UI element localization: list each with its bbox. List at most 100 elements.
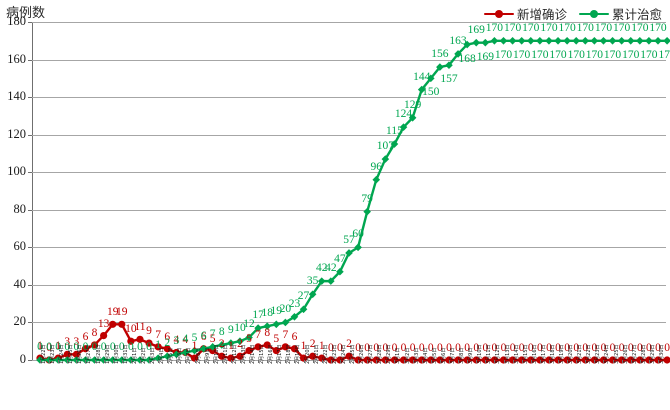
data-point[interactable] [63,350,71,358]
data-point[interactable] [608,36,617,45]
data-point[interactable] [617,36,626,45]
data-point[interactable] [308,290,317,299]
x-tick-label: 1月25日 [68,344,75,364]
legend-item-cumulative-recovered[interactable]: 累计治愈 [578,4,662,23]
data-label: 5 [191,331,198,344]
data-point[interactable] [154,343,162,351]
data-point[interactable] [545,36,553,45]
data-point[interactable] [399,123,408,131]
data-point[interactable] [417,85,426,94]
data-point[interactable] [490,36,499,45]
x-tick-mark [539,360,541,363]
data-point[interactable] [190,354,199,362]
data-point[interactable] [372,175,381,184]
data-point[interactable] [145,339,153,347]
data-point[interactable] [554,36,562,45]
data-point[interactable] [426,74,435,83]
data-label: 0 [128,341,134,353]
data-point[interactable] [336,267,344,276]
data-point[interactable] [281,343,289,351]
data-point[interactable] [290,345,299,353]
data-point[interactable] [363,207,371,216]
data-point[interactable] [517,36,526,45]
data-point[interactable] [109,320,117,328]
data-point[interactable] [263,341,271,349]
data-point[interactable] [290,313,299,321]
data-point[interactable] [563,36,571,45]
y-tick-mark [28,322,32,324]
x-tick-mark [512,360,514,363]
data-point[interactable] [281,318,290,327]
data-point[interactable] [181,348,190,357]
legend-item-new-confirmed[interactable]: 新增确诊 [483,4,567,23]
data-point[interactable] [254,324,262,332]
data-point[interactable] [272,347,280,355]
data-point[interactable] [263,322,272,330]
data-point[interactable] [445,61,453,69]
data-point[interactable] [345,352,353,360]
data-point[interactable] [354,243,362,252]
data-point[interactable] [100,331,108,340]
data-point[interactable] [236,352,244,360]
data-point[interactable] [472,38,481,47]
data-point[interactable] [163,345,171,353]
x-tick-label: 3月25日 [613,344,620,364]
data-point[interactable] [299,305,308,314]
data-point[interactable] [581,36,590,45]
data-point[interactable] [208,343,217,351]
data-point[interactable] [463,40,471,49]
data-point[interactable] [172,350,181,359]
data-point[interactable] [163,352,172,361]
data-point[interactable] [654,36,662,45]
data-point[interactable] [127,337,135,345]
data-point[interactable] [272,320,281,329]
data-point[interactable] [599,36,608,45]
data-point[interactable] [663,36,670,45]
data-point[interactable] [636,36,644,45]
x-tick-label: 2月19日 [295,344,302,364]
data-label: 170 [603,48,622,61]
data-point[interactable] [227,354,235,362]
data-point[interactable] [317,277,326,285]
data-point[interactable] [590,36,599,45]
data-point[interactable] [345,249,353,257]
data-point[interactable] [381,155,390,163]
data-point[interactable] [327,277,335,285]
data-point[interactable] [136,335,144,343]
data-point[interactable] [190,346,199,355]
x-tick-label: 2月20日 [304,344,311,364]
data-point[interactable] [526,36,535,45]
data-point[interactable] [236,337,244,346]
data-point[interactable] [299,354,308,362]
data-point[interactable] [645,36,653,45]
data-point[interactable] [245,333,253,342]
data-point[interactable] [481,38,490,47]
data-point[interactable] [626,36,635,45]
data-point[interactable] [218,352,226,360]
data-point[interactable] [408,113,417,122]
data-point[interactable] [81,345,90,353]
data-point[interactable] [536,36,544,45]
data-point[interactable] [508,36,517,45]
data-point[interactable] [217,341,226,349]
data-point[interactable] [254,343,262,351]
data-point[interactable] [454,50,462,58]
data-point[interactable] [663,356,670,364]
data-point[interactable] [72,350,80,358]
data-point[interactable] [318,354,326,362]
data-label: 7 [282,328,289,341]
data-point[interactable] [118,320,126,328]
y-tick-mark [28,172,32,174]
x-tick-mark [349,360,350,363]
data-point[interactable] [90,341,99,349]
data-point[interactable] [199,344,208,353]
data-point[interactable] [499,36,508,45]
data-point[interactable] [572,36,581,45]
data-point[interactable] [309,352,317,360]
data-point[interactable] [245,347,253,355]
data-point[interactable] [227,339,235,347]
data-label: 0 [509,342,516,354]
x-tick-mark [303,360,305,363]
data-point[interactable] [154,354,162,362]
data-label: 6 [200,330,207,343]
